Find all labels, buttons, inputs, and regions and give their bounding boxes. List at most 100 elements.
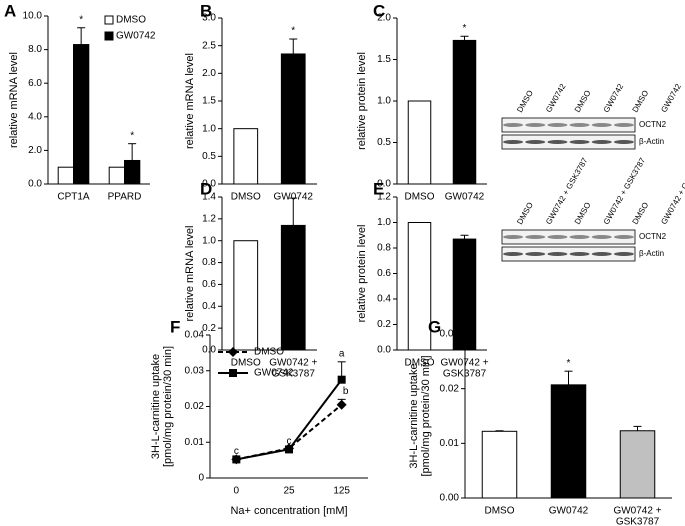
blot-band bbox=[525, 123, 546, 127]
annotation: * bbox=[130, 130, 134, 141]
lane-label: DMSO bbox=[515, 201, 535, 226]
y-tick-label: 0 bbox=[198, 473, 204, 484]
y-tick-label: 0.0 bbox=[377, 345, 391, 356]
y-tick-label: 0.0 bbox=[202, 179, 216, 190]
blot-band bbox=[569, 123, 590, 127]
blot-band bbox=[503, 252, 524, 256]
legend-label: DMSO bbox=[116, 15, 146, 26]
y-axis-label: 3H-L-carnitine uptake bbox=[150, 354, 162, 459]
bar bbox=[124, 159, 141, 185]
y-axis-label: [pmol/mg protein/30 min] bbox=[162, 346, 174, 467]
bar bbox=[280, 224, 306, 351]
x-tick-label: 125 bbox=[333, 486, 350, 497]
bar bbox=[108, 166, 125, 185]
y-tick-label: 0.2 bbox=[202, 323, 216, 334]
y-tick-label: 1.0 bbox=[202, 123, 216, 134]
x-tick-label: GSK3787 bbox=[616, 517, 660, 526]
legend-swatch bbox=[104, 31, 114, 41]
panel-label: E bbox=[373, 179, 384, 198]
blot-band bbox=[613, 140, 634, 144]
y-axis-label: [pmol/mg protein/30 min] bbox=[420, 355, 432, 476]
bar bbox=[407, 222, 432, 351]
y-tick-label: 0.8 bbox=[202, 257, 216, 268]
y-tick-label: 2.0 bbox=[377, 13, 391, 24]
panel-label: G bbox=[428, 317, 441, 336]
annotation: c bbox=[287, 436, 292, 447]
y-tick-label: 0.5 bbox=[377, 137, 391, 148]
y-tick-label: 1.2 bbox=[377, 192, 391, 203]
y-axis-label: relative protein level bbox=[356, 225, 368, 323]
x-tick-label: GW0742 + bbox=[269, 358, 317, 369]
y-tick-label: 0.02 bbox=[440, 383, 460, 394]
panel-label: D bbox=[200, 179, 212, 198]
x-tick-label: DMSO bbox=[231, 192, 261, 203]
y-tick-label: 0.03 bbox=[185, 365, 205, 376]
x-tick-label: DMSO bbox=[231, 358, 261, 369]
annotation: a bbox=[339, 348, 345, 359]
x-tick-label: DMSO bbox=[485, 506, 515, 517]
y-tick-label: 1.5 bbox=[202, 96, 216, 107]
blot-frame bbox=[501, 117, 636, 133]
bar bbox=[452, 39, 477, 185]
blot-band bbox=[591, 140, 612, 144]
y-tick-label: 0.0 bbox=[202, 345, 216, 356]
y-tick-label: 1.5 bbox=[377, 54, 391, 65]
blot-band bbox=[569, 140, 590, 144]
annotation: b bbox=[343, 386, 349, 397]
panel-label: C bbox=[373, 1, 385, 20]
y-tick-label: 2.0 bbox=[28, 145, 42, 156]
x-tick-label: DMSO bbox=[405, 358, 435, 369]
y-axis-label: relative protein level bbox=[356, 52, 368, 150]
y-tick-label: 1.0 bbox=[202, 235, 216, 246]
y-tick-label: 1.0 bbox=[377, 217, 391, 228]
y-tick-label: 4.0 bbox=[28, 111, 42, 122]
blot-band bbox=[569, 235, 590, 239]
bar bbox=[481, 430, 518, 499]
blot-row-label: OCTN2 bbox=[639, 232, 667, 241]
y-tick-label: 1.4 bbox=[202, 192, 216, 203]
y-tick-label: 0.4 bbox=[202, 301, 216, 312]
y-tick-label: 10.0 bbox=[23, 11, 43, 22]
y-axis-label: relative mRNA level bbox=[8, 52, 20, 148]
x-tick-label: GW0742 bbox=[274, 192, 314, 203]
bar bbox=[280, 53, 306, 185]
blot-band bbox=[569, 252, 590, 256]
lane-label: GW0742 bbox=[659, 82, 683, 114]
x-tick-label: PPARD bbox=[108, 192, 142, 203]
blot-row-label: β-Actin bbox=[639, 137, 664, 146]
x-tick-label: 25 bbox=[283, 486, 295, 497]
y-tick-label: 2.0 bbox=[202, 68, 216, 79]
y-tick-label: 0.8 bbox=[377, 243, 391, 254]
annotation: c bbox=[234, 446, 239, 457]
legend-swatch bbox=[104, 15, 114, 25]
y-tick-label: 0.4 bbox=[377, 294, 391, 305]
y-tick-label: 0.0 bbox=[28, 179, 42, 190]
blot-band bbox=[591, 123, 612, 127]
annotation: * bbox=[291, 26, 295, 37]
blot-band bbox=[613, 252, 634, 256]
blot-band bbox=[503, 140, 524, 144]
blot-band bbox=[547, 140, 568, 144]
bar bbox=[619, 430, 656, 499]
bar bbox=[57, 166, 75, 185]
marker bbox=[285, 445, 293, 454]
y-tick-label: 3.0 bbox=[202, 13, 216, 24]
lane-label: GW0742 bbox=[544, 82, 568, 114]
blot-frame bbox=[501, 229, 636, 245]
y-tick-label: 0.02 bbox=[185, 401, 205, 412]
y-tick-label: 0.2 bbox=[377, 319, 391, 330]
lane-label: DMSO bbox=[573, 89, 593, 114]
blot-band bbox=[547, 235, 568, 239]
y-tick-label: 0.03 bbox=[440, 329, 460, 340]
y-axis-label: relative mRNA level bbox=[184, 53, 196, 149]
lane-label: DMSO bbox=[515, 89, 535, 114]
blot-frame bbox=[501, 246, 636, 262]
y-tick-label: 0.6 bbox=[377, 268, 391, 279]
lane-label: GW0742 + GSK3787 bbox=[659, 156, 685, 226]
x-tick-label: 0 bbox=[234, 486, 240, 497]
blot-band bbox=[503, 123, 524, 127]
annotation: * bbox=[567, 358, 571, 369]
y-tick-label: 1.2 bbox=[202, 213, 216, 224]
y-axis-label: relative mRNA level bbox=[184, 226, 196, 322]
x-tick-label: CPT1A bbox=[57, 192, 90, 203]
